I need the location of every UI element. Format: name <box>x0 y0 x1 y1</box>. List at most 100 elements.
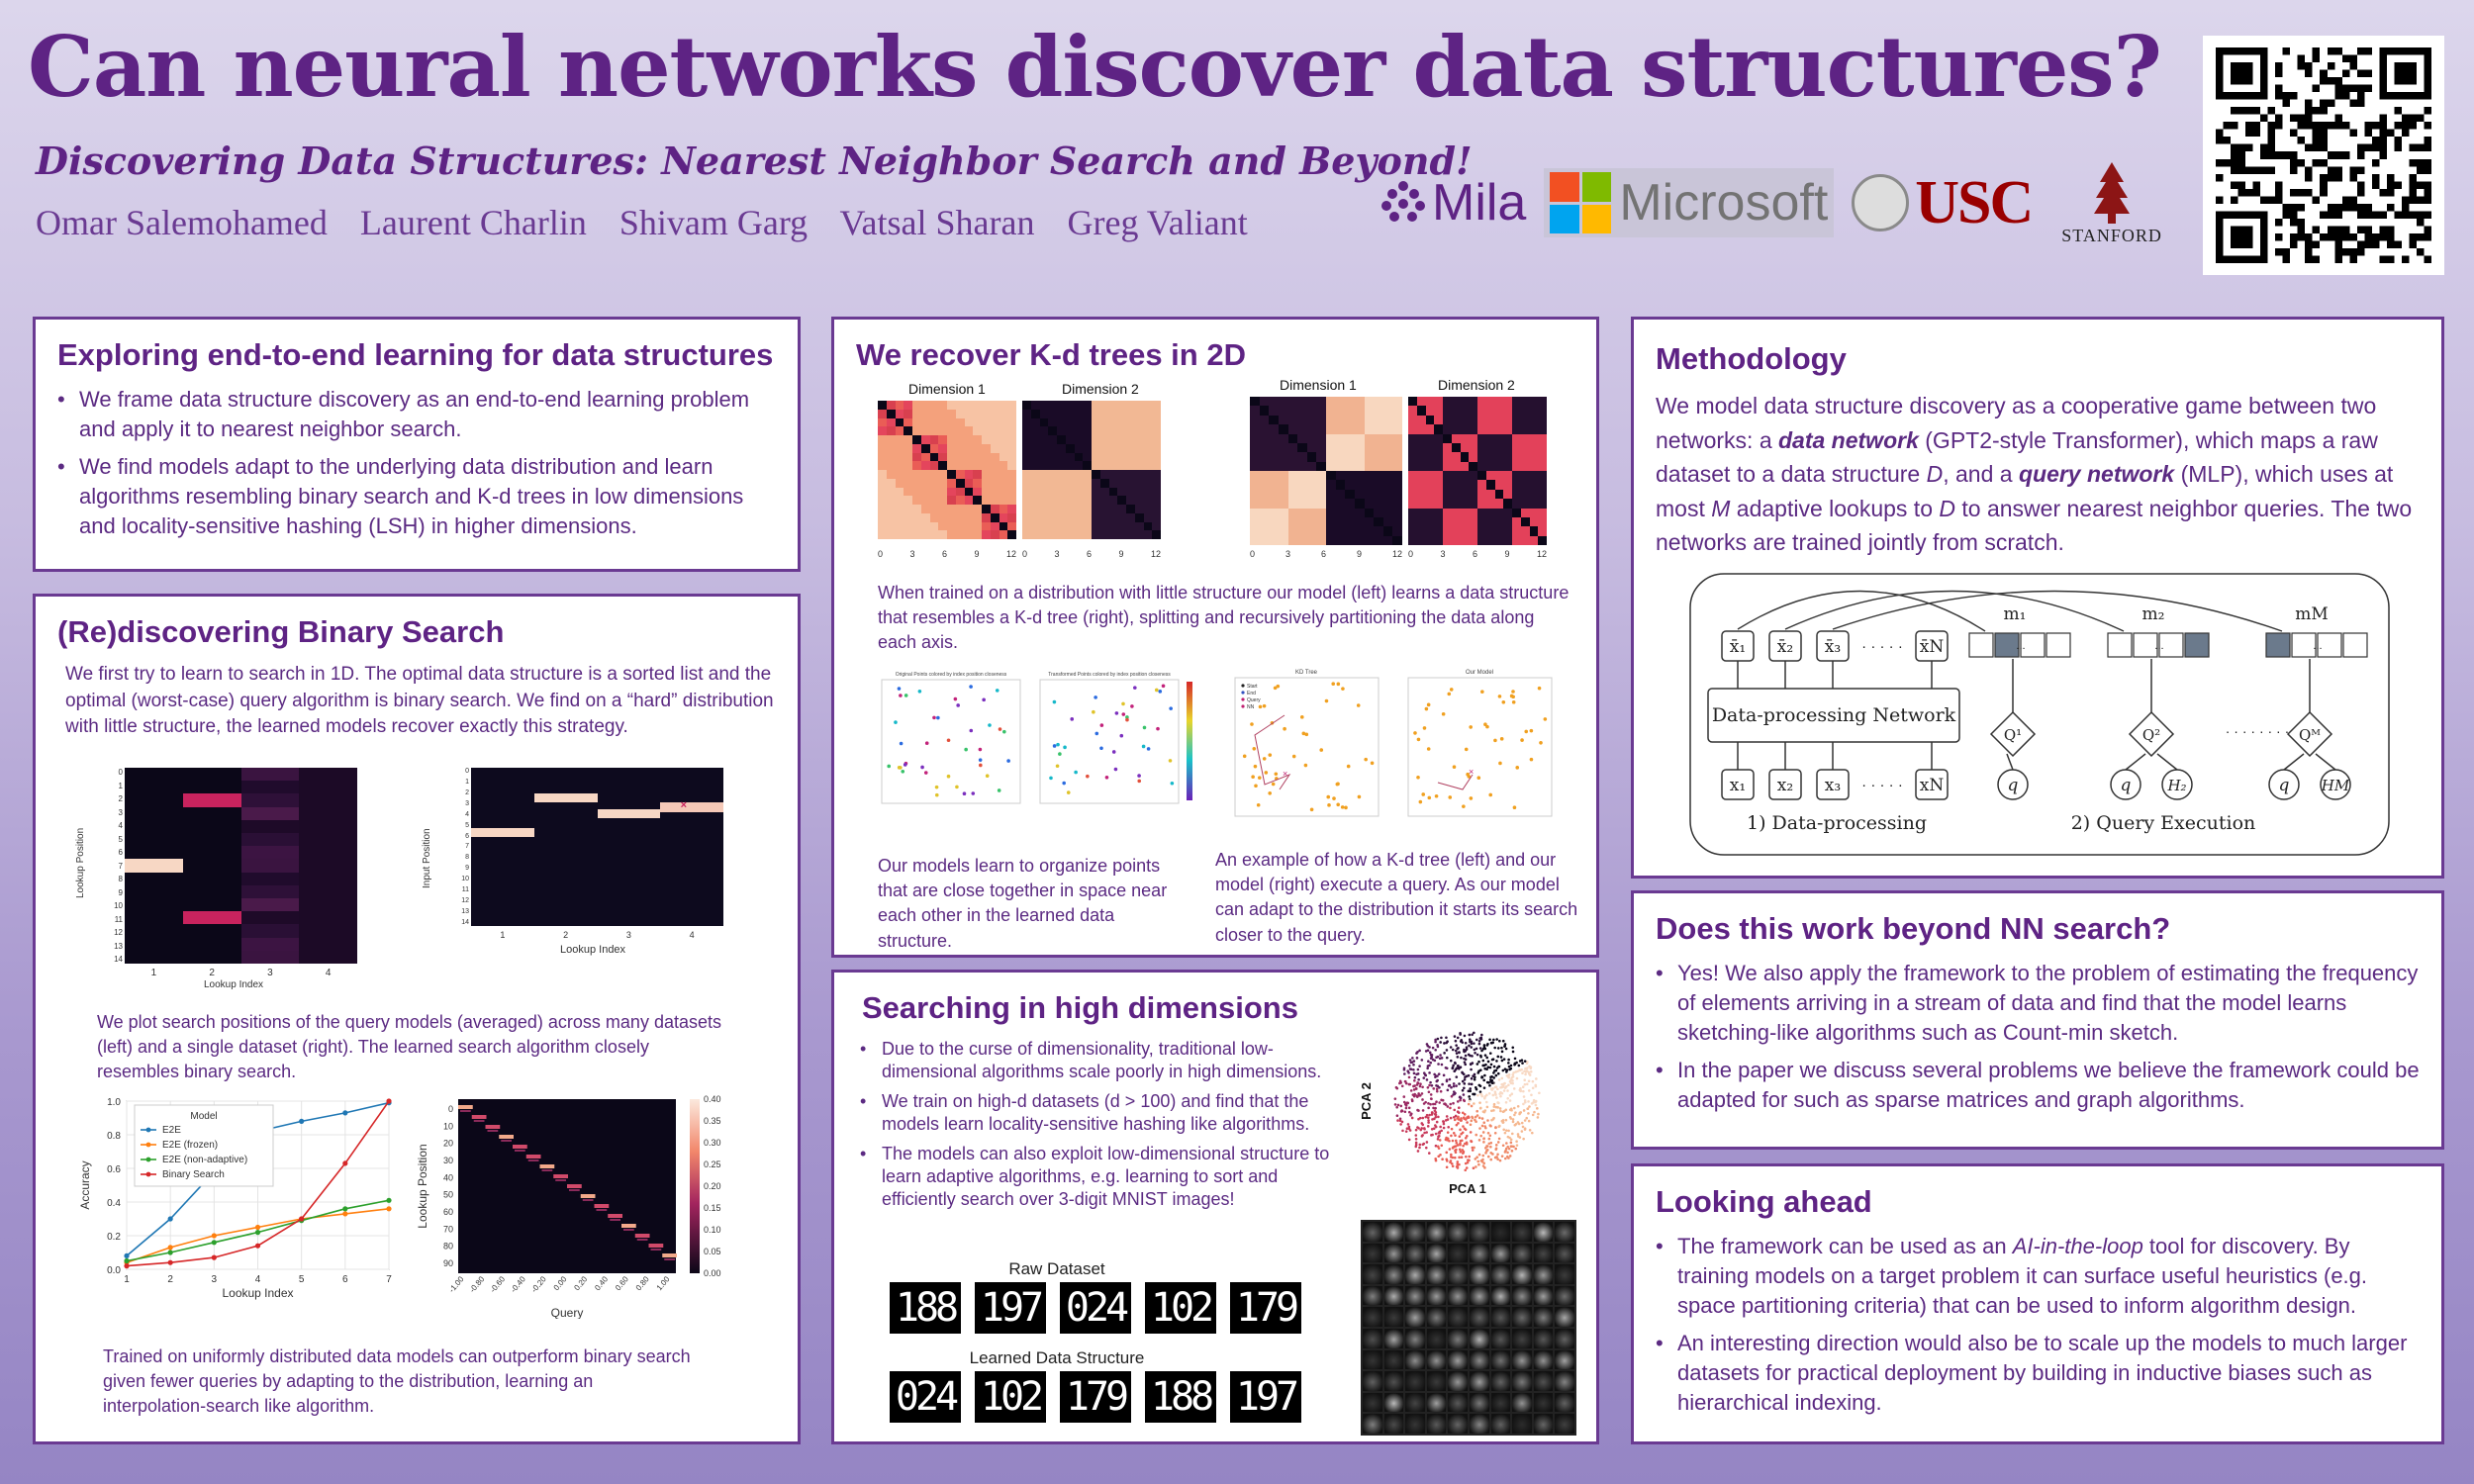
heatmap-cell <box>1538 415 1547 425</box>
text-fragment: (MLP), which uses at most <box>1656 461 2394 521</box>
heatmap-cell <box>1408 471 1417 481</box>
qr-module <box>2371 181 2380 189</box>
pca-point <box>1456 1047 1460 1051</box>
heatmap-cell <box>895 521 904 531</box>
heatmap-cell <box>929 530 939 539</box>
qr-module <box>2424 158 2431 167</box>
bullet-item: In the paper we discuss several problems… <box>1656 1056 2420 1115</box>
pca-point <box>1454 1039 1458 1043</box>
pca-point <box>1487 1142 1491 1146</box>
kd-query-scatter: KD Tree Our Model × × Start End Query NN <box>1225 666 1562 824</box>
pca-point <box>1428 1051 1432 1055</box>
mnist-digit-image: 197 <box>1230 1371 1301 1423</box>
fashion-thumbnail <box>1490 1328 1511 1348</box>
heatmap-cell <box>1117 521 1126 531</box>
qr-module <box>2334 226 2342 233</box>
heatmap-cell <box>1259 516 1270 527</box>
pca-point <box>1475 1114 1479 1117</box>
pca-point <box>1446 1105 1450 1108</box>
heatmap-cell <box>1108 409 1118 418</box>
mnist-digit-image: 102 <box>1145 1282 1216 1334</box>
pca-point <box>1510 1149 1514 1153</box>
arrow <box>2283 753 2305 771</box>
fashion-thumbnail <box>1383 1349 1404 1370</box>
heatmap-cell <box>982 505 991 513</box>
heatmap-cell <box>1469 535 1477 545</box>
qr-module <box>2386 226 2395 233</box>
heatmap-cell <box>1345 461 1355 471</box>
scatter-point <box>1476 776 1481 781</box>
pca-point <box>1488 1083 1491 1087</box>
heatmap-cell <box>182 793 241 807</box>
scatter-point <box>1418 799 1423 804</box>
heatmap-cell <box>1503 415 1512 425</box>
heatmap-cell <box>964 521 974 531</box>
heatmap-y-tick: 2 <box>465 788 469 796</box>
heatmap-cell <box>1287 535 1298 545</box>
bullet-item: Yes! We also apply the framework to the … <box>1656 959 2420 1048</box>
heatmap-cell <box>999 435 1008 444</box>
heatmap-cell <box>125 884 183 898</box>
qr-module <box>2275 122 2283 130</box>
scatter-point <box>1336 682 1341 687</box>
model-dim1-heatmap <box>878 401 1016 539</box>
heatmap-cell <box>1287 415 1298 425</box>
scatter-frame <box>1234 677 1380 817</box>
heatmap-cell <box>1382 442 1393 453</box>
pca-point <box>1428 1083 1431 1087</box>
pca-point <box>1494 1093 1497 1096</box>
qr-code[interactable] <box>2203 36 2444 275</box>
binary-intro: We first try to learn to search in 1D. T… <box>65 664 774 738</box>
diagonal-band <box>594 1204 610 1208</box>
pca-point <box>1431 1118 1434 1121</box>
memory-arrow <box>1737 590 1986 632</box>
diagonal-band <box>623 1229 634 1231</box>
heatmap-cell <box>1469 508 1477 517</box>
heatmap-y-tick: 7 <box>465 843 469 851</box>
pca-point <box>1467 1102 1471 1106</box>
heatmap-cell <box>1297 415 1307 425</box>
x-tick-label: 0.60 <box>614 1274 630 1292</box>
heatmap-cell <box>999 401 1008 410</box>
pca-point <box>1473 1031 1475 1035</box>
kd-x-tick: 3 <box>1285 549 1290 559</box>
pca-point <box>1418 1084 1422 1088</box>
qr-module <box>2401 196 2410 204</box>
scatter-point <box>1119 733 1124 738</box>
qr-module <box>2416 247 2425 256</box>
pca-point <box>1418 1065 1421 1067</box>
heatmap-cell <box>1425 424 1435 434</box>
pca-point <box>1528 1073 1532 1076</box>
usc-wordmark: USC <box>1915 168 2034 236</box>
heatmap-cell <box>1364 424 1375 434</box>
heatmap-cell <box>947 512 956 522</box>
arrow <box>2156 753 2178 771</box>
heatmap-cell <box>182 872 241 885</box>
heatmap-cell <box>1057 505 1066 513</box>
data-point <box>299 1216 305 1222</box>
scatter-point <box>1416 737 1421 742</box>
scatter-point <box>1137 779 1142 784</box>
heatmap-cell <box>1434 406 1443 416</box>
heatmap-cell <box>1477 452 1486 462</box>
pca-point <box>1530 1131 1534 1135</box>
pca-point <box>1488 1134 1492 1138</box>
pca-point <box>1400 1120 1404 1124</box>
heatmap-cell <box>240 781 300 794</box>
fashion-thumbnail <box>1405 1307 1425 1327</box>
scatter-point <box>1063 745 1067 750</box>
heatmap-cell <box>1469 433 1477 443</box>
scatter-point <box>1002 729 1006 734</box>
heatmap-cell <box>1134 487 1144 497</box>
heatmap-cell <box>1152 505 1161 513</box>
qr-module <box>2409 181 2417 189</box>
pca-point <box>1483 1054 1487 1057</box>
legend-marker <box>1241 697 1245 701</box>
heatmap-cell <box>1099 426 1109 435</box>
qr-module <box>2275 247 2283 256</box>
heatmap-cell <box>982 478 991 488</box>
pca-point <box>1463 1099 1467 1103</box>
pca-point <box>1504 1101 1508 1104</box>
author-name: Vatsal Sharan <box>839 203 1035 242</box>
heatmap-x-tick: 3 <box>625 930 631 940</box>
